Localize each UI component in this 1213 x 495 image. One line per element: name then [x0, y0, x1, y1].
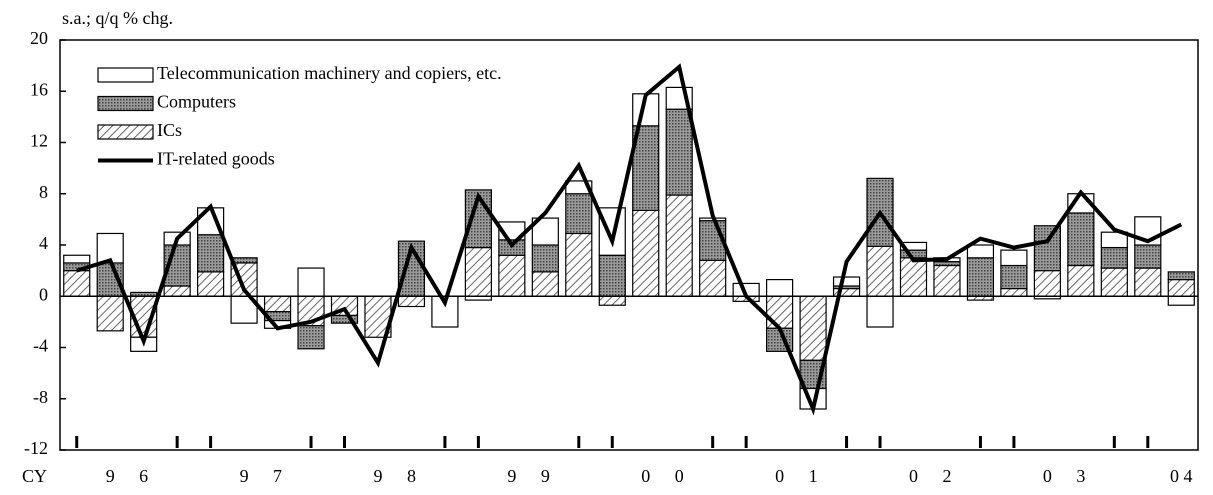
bar-segment — [330, 314, 359, 324]
bar-segment — [1167, 295, 1195, 306]
legend-label: Computers — [157, 92, 236, 112]
bar-segment — [766, 295, 794, 329]
x-tick-label: 2 — [942, 466, 951, 486]
bar-segment — [1000, 287, 1028, 297]
x-tick-label: 0 — [775, 466, 784, 486]
x-tick-label: 7 — [273, 466, 282, 486]
bar-segment — [531, 244, 559, 273]
x-tick-label: 1 — [809, 466, 818, 486]
x-tick-label: 9 — [240, 466, 249, 486]
bar-segment — [799, 295, 827, 361]
bar-segment — [565, 232, 593, 297]
y-tick-label: 16 — [30, 79, 48, 99]
y-tick-label: 8 — [39, 182, 48, 202]
bar-segment — [565, 193, 593, 235]
x-tick-label: 8 — [407, 466, 416, 486]
bar-segment — [966, 244, 995, 259]
bar-segment — [1134, 244, 1162, 269]
legend-item: IT-related goods — [98, 149, 275, 169]
x-tick-label: 0 — [675, 466, 684, 486]
bar-segment — [63, 270, 91, 297]
bar-segment — [766, 278, 794, 297]
bar-segment — [1067, 264, 1095, 297]
legend-label: IT-related goods — [157, 149, 275, 169]
x-tick-label: 9 — [373, 466, 382, 486]
legend-swatch — [97, 95, 154, 112]
legend-item: Computers — [97, 92, 236, 112]
legend-item: ICs — [97, 120, 182, 140]
legend-label: Telecommunication machinery and copiers,… — [157, 63, 502, 83]
bar-segment — [1100, 267, 1128, 297]
bar-segment — [832, 276, 861, 287]
x-prefix: CY — [22, 466, 47, 486]
bar-segment — [1134, 267, 1162, 297]
bar-segment — [96, 232, 124, 264]
bar-segment — [1100, 246, 1128, 269]
y-tick-label: 12 — [30, 131, 48, 151]
bar-segment — [1167, 271, 1195, 281]
bar-segment — [598, 207, 626, 256]
bar-segment — [899, 249, 928, 259]
bar-segment — [498, 254, 526, 297]
bar-segment — [966, 257, 995, 297]
bar-segment — [63, 254, 91, 264]
x-tick-label: 9 — [541, 466, 550, 486]
unit-label: s.a.; q/q % chg. — [62, 8, 173, 28]
bar-segment — [163, 285, 191, 297]
bar-segment — [397, 295, 426, 308]
bar-segment — [1000, 249, 1028, 267]
x-tick-label: 9 — [507, 466, 516, 486]
bar-segment — [464, 246, 492, 297]
bar-segment — [263, 295, 292, 313]
bar-segment — [1033, 225, 1061, 272]
bar-segment — [1000, 264, 1028, 290]
bar-segment — [899, 241, 928, 251]
x-tick-label: 3 — [1076, 466, 1085, 486]
y-tick-label: 0 — [39, 284, 48, 304]
bar-segment — [297, 325, 325, 350]
x-tick-label: 0 4 — [1170, 466, 1193, 486]
y-tick-label: -8 — [33, 387, 48, 407]
bar-segment — [1067, 212, 1095, 267]
bar-segment — [899, 257, 928, 297]
bar-segment — [531, 271, 559, 297]
bar-segment — [933, 264, 961, 297]
bar-segment — [665, 194, 693, 297]
x-tick-label: 0 — [909, 466, 918, 486]
y-tick-label: -12 — [24, 438, 48, 458]
bar-segment — [297, 267, 325, 297]
legend-label: ICs — [157, 120, 182, 140]
x-tick-label: 0 — [1043, 466, 1052, 486]
bar-segment — [197, 234, 225, 273]
y-tick-label: 4 — [39, 233, 48, 253]
bar-segment — [96, 295, 124, 332]
x-tick-label: 9 — [106, 466, 115, 486]
line-series — [76, 63, 1183, 416]
x-tick-label: 0 — [641, 466, 650, 486]
bar-segment — [1167, 278, 1195, 297]
legend-swatch — [97, 67, 154, 83]
x-tick-label: 6 — [139, 466, 148, 486]
bar-segment — [1033, 270, 1061, 297]
plot-frame — [59, 39, 1199, 451]
bar-segment — [632, 209, 660, 297]
bar-segment — [665, 108, 693, 196]
bar-segment — [699, 259, 727, 297]
bar-segment — [1100, 231, 1128, 249]
bar-segment — [866, 295, 894, 328]
y-tick-label: 20 — [30, 28, 48, 48]
bar-segment — [866, 245, 894, 297]
bar-segment — [197, 271, 225, 297]
legend-swatch — [97, 124, 154, 140]
y-tick-label: -4 — [33, 336, 48, 356]
bar-segment — [598, 254, 626, 297]
legend-item: Telecommunication machinery and copiers,… — [97, 63, 502, 83]
bar-segment — [598, 295, 626, 306]
